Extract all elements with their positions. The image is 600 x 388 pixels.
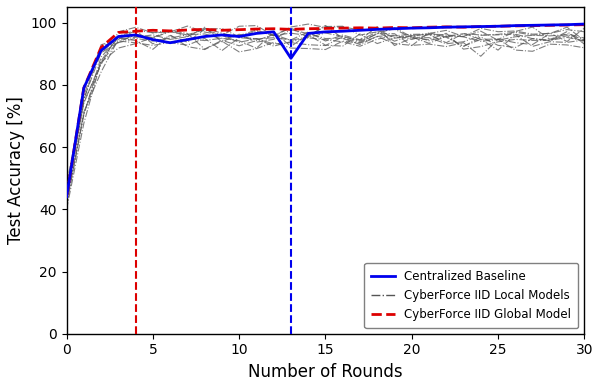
Legend: Centralized Baseline, CyberForce IID Local Models, CyberForce IID Global Model: Centralized Baseline, CyberForce IID Loc… [364, 263, 578, 328]
X-axis label: Number of Rounds: Number of Rounds [248, 363, 403, 381]
Y-axis label: Test Accuracy [%]: Test Accuracy [%] [7, 97, 25, 244]
